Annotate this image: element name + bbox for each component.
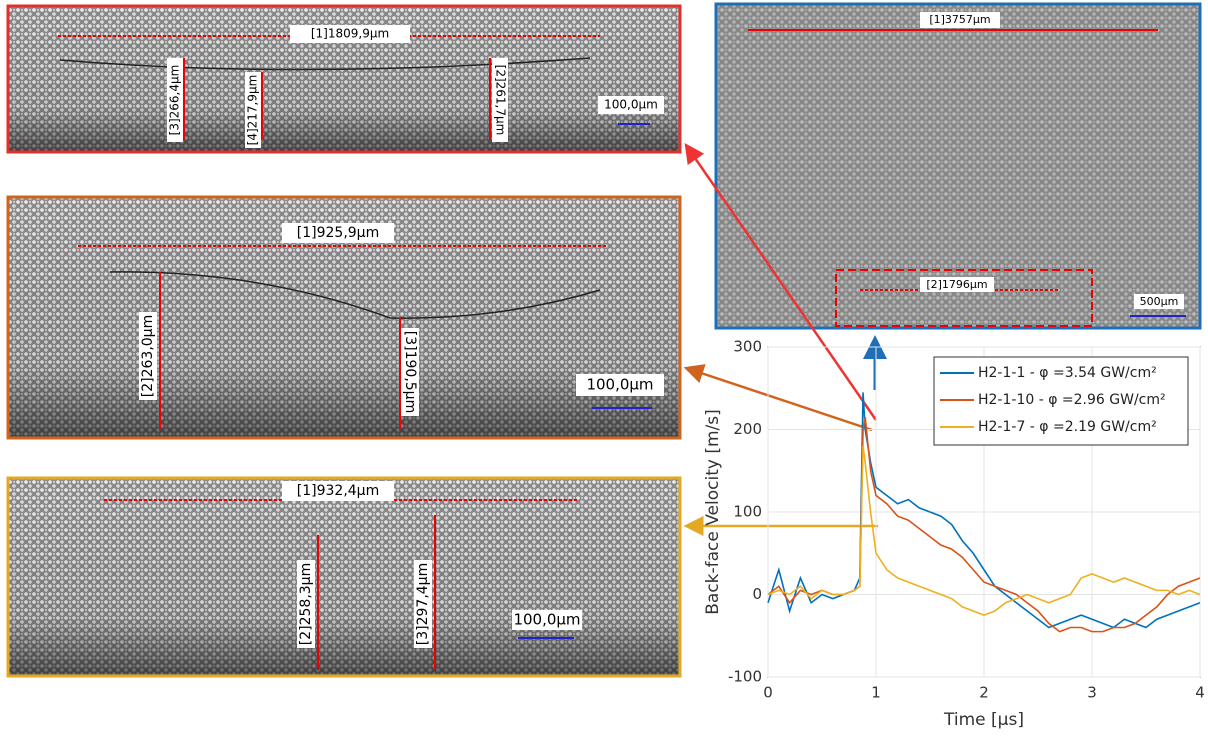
connector-arrows [683,142,887,536]
scale-label: 100,0µm [586,376,653,394]
micrograph-blue: [1]3757µm [2]1796µm 500µm [714,2,1202,330]
micrograph-red: [1]1809,9µm [3]266,4µm [4]217,9µm [2]261… [6,4,682,154]
measure-label: [3]266,4µm [168,65,182,136]
y-tick-label: 200 [733,420,762,438]
measure-label: [1]925,9µm [297,225,379,241]
x-axis-label: Time [μs] [943,710,1024,730]
x-tick-label: 2 [979,684,989,702]
measure-label: [2]258,3µm [298,563,314,645]
measure-label: [2]261,7µm [494,65,508,136]
scale-label: 100,0µm [604,98,658,112]
measure-label: [4]217,9µm [246,75,260,146]
measure-label: [3]297,4µm [415,563,431,645]
measure-label: [2]263,0µm [140,315,156,397]
x-tick-label: 4 [1195,684,1205,702]
micrograph-yellow: [1]932,4µm [2]258,3µm [3]297,4µm 100,0µm [6,476,682,678]
legend-box [933,356,1189,446]
x-tick-label: 1 [871,684,881,702]
scale-label: 500µm [1140,295,1179,308]
measure-label: [3]190,5µm [402,331,418,413]
scale-label: 100,0µm [513,611,580,629]
y-axis-label: Back-face Velocity [m/s] [703,409,723,615]
measure-label: [1]1809,9µm [311,27,389,41]
legend-label: H2-1-10 - φ =2.96 GW/cm² [978,392,1166,408]
measure-label: [2]1796µm [926,278,987,291]
y-tick-label: -100 [728,668,762,686]
legend-label: H2-1-1 - φ =3.54 GW/cm² [978,365,1157,381]
measure-label: [1]3757µm [929,13,990,26]
micrograph-orange: [1]925,9µm [2]263,0µm [3]190,5µm 100,0µm [6,195,682,440]
x-tick-label: 0 [763,684,773,702]
x-tick-label: 3 [1087,684,1097,702]
series-line [767,445,1201,616]
measure-label: [1]932,4µm [297,483,379,499]
legend-label: H2-1-7 - φ =2.19 GW/cm² [978,419,1157,435]
y-tick-label: 300 [733,338,762,356]
y-tick-label: 0 [752,585,762,603]
y-tick-label: 100 [733,503,762,521]
